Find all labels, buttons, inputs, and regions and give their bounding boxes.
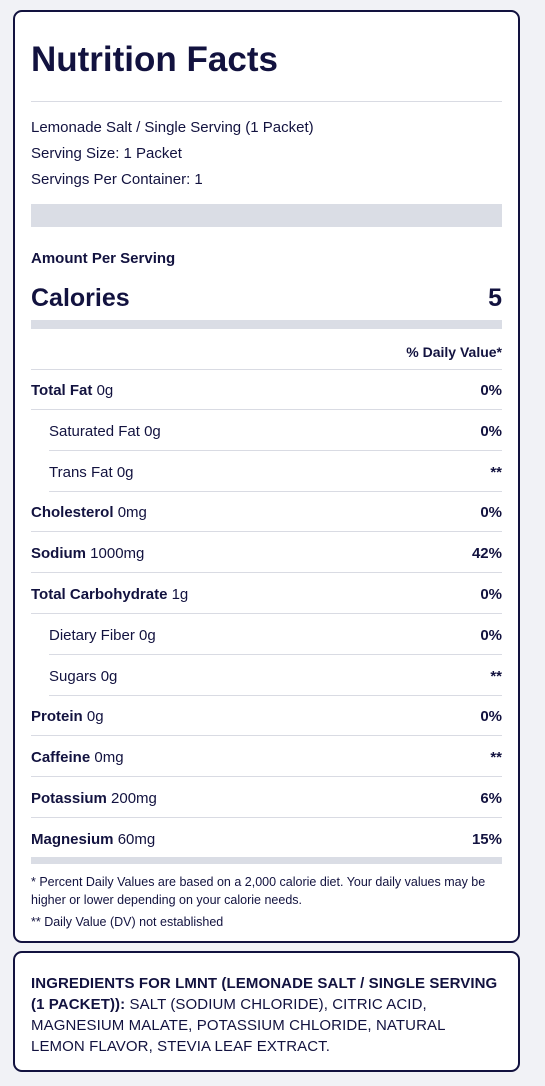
nutrient-daily-value: 0%: [480, 626, 502, 644]
nutrient-divider: [49, 653, 502, 655]
nutrient-name: Protein: [31, 708, 83, 726]
nutrient-daily-value: **: [490, 667, 502, 685]
nutrient-daily-value: **: [490, 463, 502, 481]
nutrient-amount: 0mg: [117, 504, 147, 522]
nutrient-label: Total Fat 0g: [31, 382, 113, 399]
nutrient-divider: [49, 694, 502, 696]
nutrient-row: Magnesium 60mg 15%: [31, 819, 502, 859]
serving-size: Serving Size: 1 Packet: [31, 145, 182, 162]
nutrient-daily-value: 42%: [471, 545, 502, 563]
nutrient-divider: [31, 409, 502, 410]
nutrient-name: Total Fat: [31, 382, 93, 399]
nutrient-row: Dietary Fiber 0g 0%: [31, 615, 502, 655]
nutrient-daily-value: 0%: [480, 708, 502, 726]
nutrient-daily-value: 0%: [480, 422, 502, 440]
nutrient-amount: 1000mg: [90, 545, 145, 563]
nutrient-divider: [31, 735, 502, 737]
nutrient-daily-value: 0%: [480, 586, 502, 603]
nutrient-daily-value: 0%: [480, 504, 502, 522]
nutrient-daily-value: **: [490, 749, 502, 767]
nutrient-label: Protein 0g: [31, 708, 104, 725]
daily-value-divider: [31, 369, 502, 370]
nutrient-amount: 0g: [100, 667, 118, 685]
nutrient-amount: 0mg: [94, 749, 124, 767]
nutrient-divider: [31, 613, 502, 614]
footnote-dv-not-established: ** Daily Value (DV) not established: [31, 915, 224, 929]
nutrient-name: Total Carbohydrate: [31, 586, 168, 603]
nutrition-facts-title: Nutrition Facts: [31, 40, 278, 79]
nutrient-name: Sugars: [49, 667, 97, 685]
nutrient-divider: [49, 449, 502, 451]
nutrient-amount: 0g: [139, 626, 156, 644]
nutrient-label: Potassium 200mg: [31, 790, 157, 807]
nutrient-label: Magnesium 60mg: [31, 831, 155, 848]
nutrient-amount: 0g: [96, 382, 114, 399]
nutrient-amount: 1g: [171, 586, 189, 603]
nutrient-label: Total Carbohydrate 1g: [31, 586, 188, 603]
nutrient-daily-value: 6%: [480, 790, 502, 807]
calories-label: Calories: [31, 284, 130, 312]
nutrient-name: Potassium: [31, 790, 107, 807]
nutrient-row: Total Carbohydrate 1g 0%: [31, 574, 502, 614]
amount-per-serving: Amount Per Serving: [31, 250, 176, 267]
ingredients-panel: INGREDIENTS FOR LMNT (LEMONADE SALT / SI…: [13, 951, 520, 1072]
bottom-divider-bar: [31, 857, 502, 864]
nutrient-amount: 0g: [86, 708, 104, 726]
nutrient-row: Cholesterol 0mg 0%: [31, 492, 502, 533]
nutrient-divider: [31, 776, 502, 778]
nutrient-amount: 200mg: [111, 790, 157, 807]
nutrient-name: Magnesium: [31, 830, 114, 848]
daily-value-header: % Daily Value*: [406, 344, 502, 360]
nutrient-divider: [49, 490, 502, 492]
nutrient-row: Protein 0g 0%: [31, 696, 502, 737]
nutrient-amount: 0g: [144, 422, 161, 440]
calories-value: 5: [488, 284, 502, 312]
nutrient-name: Saturated Fat: [49, 422, 140, 440]
ingredients-heading: INGREDIENTS FOR LMNT (LEMONADE SALT / SI…: [31, 975, 498, 1013]
nutrient-row: Sodium 1000mg 42%: [31, 533, 502, 574]
nutrient-row: Trans Fat 0g **: [31, 452, 502, 492]
nutrient-name: Sodium: [31, 545, 86, 563]
calories-row: Calories 5: [31, 284, 502, 313]
title-divider: [31, 101, 502, 102]
nutrient-daily-value: 0%: [480, 382, 502, 399]
nutrient-name: Trans Fat: [49, 463, 113, 481]
thick-divider-bar: [31, 204, 502, 227]
calories-divider-bar: [31, 320, 502, 329]
nutrient-row: Sugars 0g **: [31, 656, 502, 696]
nutrient-label: Trans Fat 0g: [49, 464, 134, 481]
nutrient-name: Dietary Fiber: [49, 626, 135, 644]
nutrient-label: Cholesterol 0mg: [31, 504, 147, 521]
nutrient-divider: [31, 817, 502, 818]
product-serving-name: Lemonade Salt / Single Serving (1 Packet…: [31, 119, 314, 136]
ingredients-list: SALT (SODIUM CHLORIDE), CITRIC ACID, MAG…: [31, 996, 445, 1055]
nutrient-divider: [31, 531, 502, 533]
footnote-dv-basis: * Percent Daily Values are based on a 2,…: [31, 875, 486, 907]
nutrient-label: Saturated Fat 0g: [49, 423, 161, 440]
nutrient-label: Caffeine 0mg: [31, 749, 124, 766]
nutrient-row: Potassium 200mg 6%: [31, 778, 502, 818]
ingredients-text: INGREDIENTS FOR LMNT (LEMONADE SALT / SI…: [31, 973, 502, 1057]
nutrition-facts-panel: Nutrition Facts Lemonade Salt / Single S…: [13, 10, 520, 943]
servings-per-container: Servings Per Container: 1: [31, 171, 203, 188]
nutrient-amount: 0g: [116, 463, 134, 481]
nutrient-label: Dietary Fiber 0g: [49, 627, 156, 644]
nutrient-row: Total Fat 0g 0%: [31, 370, 502, 410]
nutrient-name: Cholesterol: [31, 504, 114, 522]
nutrient-daily-value: 15%: [471, 830, 502, 848]
nutrient-label: Sugars 0g: [49, 668, 117, 685]
nutrient-row: Caffeine 0mg **: [31, 737, 502, 778]
nutrient-row: Saturated Fat 0g 0%: [31, 411, 502, 451]
nutrient-name: Caffeine: [31, 749, 91, 767]
nutrient-label: Sodium 1000mg: [31, 545, 144, 562]
nutrient-amount: 60mg: [117, 830, 156, 848]
nutrient-divider: [31, 572, 502, 574]
